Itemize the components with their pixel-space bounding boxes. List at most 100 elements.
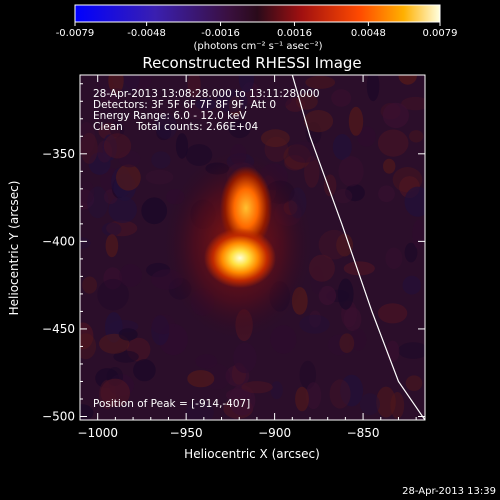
noise-blob [102,88,131,106]
noise-blob [195,354,218,369]
noise-blob [133,359,156,382]
noise-blob [401,96,425,111]
noise-blob [385,247,403,270]
image-area [80,75,425,420]
noise-blob [118,328,138,341]
noise-blob [175,133,189,159]
colorbar-tick-label: 0.0016 [277,28,312,39]
noise-blob [98,106,115,120]
plot-frame [79,74,426,421]
noise-blob [150,314,176,335]
noise-blob [270,381,283,400]
x-axis-label: Heliocentric X (arcsec) [184,447,320,461]
noise-blob [156,124,172,141]
noise-blob [101,222,122,237]
noise-blob [377,129,409,157]
source-peak [204,228,276,288]
noise-blob [383,158,396,174]
noise-blob [392,167,423,193]
x-tick-label: −1000 [77,426,118,440]
noise-blob [261,129,290,148]
annotation-detectors: Detectors: 3F 5F 6F 7F 8F 9F, Att 0 [93,99,276,111]
noise-blob [357,126,376,147]
noise-blob [151,151,171,169]
noise-blob [299,314,330,334]
noise-blob [123,75,153,92]
noise-blob [331,89,352,107]
noise-blob [187,370,215,388]
colorbar-tick-label: 0.0048 [351,28,386,39]
noise-blob [283,144,311,170]
noise-blob [110,121,125,138]
noise-blob [376,386,396,418]
noise-blob [318,229,350,260]
noise-blob [328,334,350,356]
noise-blob [82,276,97,294]
y-tick-label: −350 [42,147,75,161]
noise-blob [409,130,424,143]
noise-blob [329,379,351,409]
annotations: 28-Apr-2013 13:08:28.000 to 13:11:28.000… [93,88,320,133]
noise-blob [238,75,255,93]
noise-blob [151,315,170,346]
noise-blob [350,328,367,351]
noise-blob [343,261,375,276]
colorbar-tick-label: 0.0079 [423,28,458,39]
noise-blob [106,220,138,237]
y-axis-label: Heliocentric Y (arcsec) [7,181,21,316]
noise-blob [88,152,111,175]
noise-blob [405,375,423,392]
axis-ticks: −1000 −950 −900 −850 −500 −450 −400 −350 [42,75,425,440]
noise-blob [299,360,317,390]
noise-blob [87,186,109,219]
noise-blob [398,342,425,359]
noise-blob [119,264,142,287]
noise-blob [141,197,168,225]
noise-blob [80,181,95,204]
noise-blob [377,303,408,324]
noise-blob [404,242,418,263]
noise-blob [195,98,216,111]
noise-blob [390,392,405,419]
noise-blob [103,267,122,290]
y-tick-label: −400 [42,234,75,248]
noise-blob [108,196,137,224]
noise-blob [378,185,395,203]
annotation-clean: Clean Total counts: 2.66E+04 [93,121,258,133]
noise-blob [113,350,139,363]
noise-blob [100,89,117,108]
noise-blob [97,278,129,311]
noise-blob [337,278,354,310]
noise-blob [80,237,91,250]
noise-blob [398,75,417,85]
noise-blob [332,134,352,160]
noise-blob [308,254,335,282]
x-tick-label: −850 [347,426,380,440]
noise-blob [348,106,364,136]
noise-blob [241,381,273,394]
noise-blob [187,75,201,98]
colorbar-ticks: -0.0079 -0.0048 -0.0016 0.0016 0.0048 0.0079 [56,22,458,39]
annotation-energy: Energy Range: 6.0 - 12.0 keV [93,110,247,122]
noise-blob [336,233,353,257]
y-tick-label: −450 [42,322,75,336]
noise-blob [103,133,132,159]
noise-blob [345,184,365,202]
chart-title: Reconstructed RHESSI Image [142,54,361,72]
noise-blob [216,89,248,113]
noise-blob [105,234,119,258]
x-tick-label: −950 [170,426,203,440]
footer-timestamp: 28-Apr-2013 13:39 [402,486,496,497]
noise-blob [274,90,292,107]
peak-label: Position of Peak = [-914,-407] [93,398,250,410]
solar-limb [291,75,425,420]
noise-blob [340,374,364,407]
noise-blob [386,340,400,362]
colorbar-tick-label: -0.0048 [127,28,166,39]
noise-blob [145,169,174,185]
noise-blob [185,400,214,420]
noise-blob [309,310,322,328]
noise-blob [404,186,425,217]
noise-blob [80,188,95,210]
